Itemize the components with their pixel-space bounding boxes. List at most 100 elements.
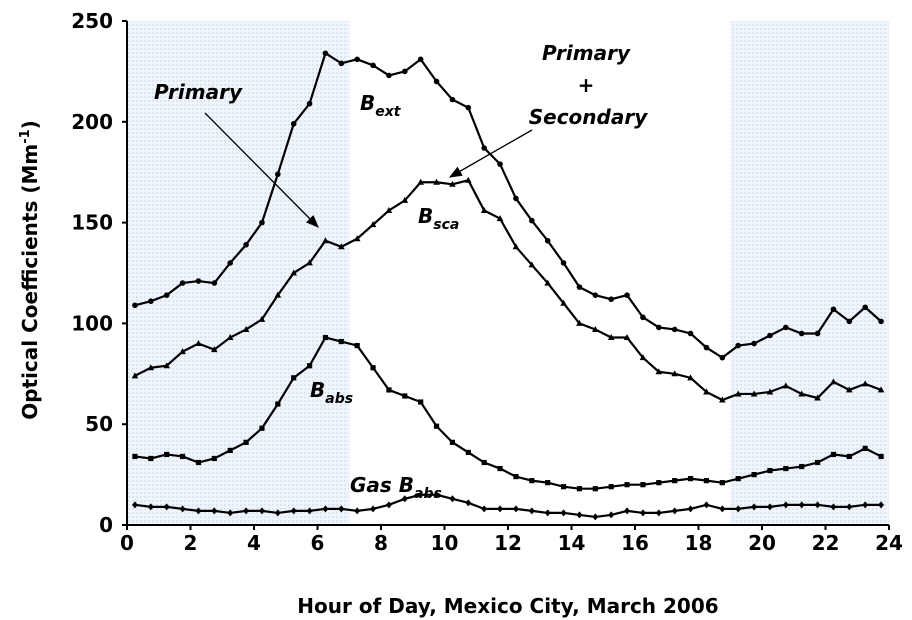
point <box>608 484 614 490</box>
point <box>306 363 313 369</box>
point <box>703 501 710 509</box>
annotation: + <box>578 73 595 97</box>
point <box>512 505 519 513</box>
point <box>242 325 250 332</box>
series-line <box>134 51 882 360</box>
point <box>465 104 472 111</box>
point <box>163 292 170 298</box>
point <box>243 507 250 515</box>
point <box>735 476 741 482</box>
point <box>449 180 456 187</box>
label-main: B <box>418 204 433 228</box>
point <box>862 445 868 451</box>
point <box>560 260 567 266</box>
point <box>639 354 647 361</box>
point <box>164 451 170 458</box>
point <box>751 472 757 478</box>
point <box>179 505 186 513</box>
point <box>211 507 218 515</box>
annotation: Secondary <box>529 105 648 129</box>
point <box>433 78 440 85</box>
point <box>687 374 694 381</box>
point <box>687 476 694 482</box>
point <box>751 503 758 511</box>
point <box>560 484 567 490</box>
point <box>830 503 837 511</box>
point <box>290 121 297 127</box>
x-tick-label: 8 <box>374 531 388 555</box>
point <box>814 330 821 337</box>
point <box>687 505 694 513</box>
series-label: Babs <box>310 378 353 407</box>
point <box>640 314 646 321</box>
point <box>703 344 710 351</box>
point <box>163 362 170 369</box>
point <box>179 280 186 286</box>
point <box>353 235 361 242</box>
point <box>814 459 821 466</box>
point <box>480 207 488 214</box>
point <box>290 507 297 515</box>
y-tick-label: 50 <box>85 412 113 436</box>
point <box>497 161 503 167</box>
point <box>766 503 773 511</box>
point <box>703 388 710 395</box>
point <box>306 259 313 266</box>
point <box>576 486 583 492</box>
series-line <box>134 336 882 490</box>
x-tick-label: 24 <box>875 531 903 555</box>
label-main: B <box>310 378 325 402</box>
label-sub: abs <box>414 486 442 502</box>
y-tick-label: 0 <box>99 513 113 537</box>
series-label: Gas Babs <box>350 473 442 502</box>
point <box>369 221 377 228</box>
point <box>719 396 726 403</box>
x-tick-label: 12 <box>494 531 522 555</box>
point <box>655 368 663 375</box>
point <box>846 318 853 325</box>
point <box>291 375 297 381</box>
x-tick-label: 14 <box>558 531 586 555</box>
point <box>529 478 535 484</box>
point <box>655 509 662 517</box>
point <box>386 387 392 393</box>
point <box>592 486 598 492</box>
x-tick-label: 16 <box>621 531 649 555</box>
point <box>417 178 424 185</box>
point <box>243 241 249 248</box>
point <box>782 501 789 509</box>
point <box>322 237 329 244</box>
point <box>814 394 821 401</box>
point <box>783 324 789 331</box>
point <box>132 302 138 309</box>
x-tick-label: 6 <box>311 531 325 555</box>
point <box>497 465 503 472</box>
point <box>179 348 186 355</box>
point <box>131 372 139 379</box>
point <box>275 171 281 178</box>
point <box>385 207 393 214</box>
point <box>259 425 265 431</box>
point <box>624 292 630 298</box>
label-main: B <box>360 91 375 115</box>
annotation: Primary <box>542 41 631 65</box>
point <box>211 280 218 286</box>
x-tick-label: 2 <box>184 531 198 555</box>
point <box>529 217 535 224</box>
point <box>163 503 170 511</box>
point <box>878 318 884 325</box>
label-sub: ext <box>375 104 402 120</box>
point <box>608 511 615 519</box>
point <box>402 68 408 75</box>
x-tick-label: 4 <box>247 531 261 555</box>
point <box>195 507 202 515</box>
point <box>433 423 440 429</box>
point <box>290 269 297 276</box>
point <box>751 340 757 347</box>
point <box>877 386 885 393</box>
point <box>465 499 472 507</box>
point <box>734 390 742 397</box>
point <box>449 495 456 503</box>
point <box>306 507 313 515</box>
point <box>846 503 853 511</box>
